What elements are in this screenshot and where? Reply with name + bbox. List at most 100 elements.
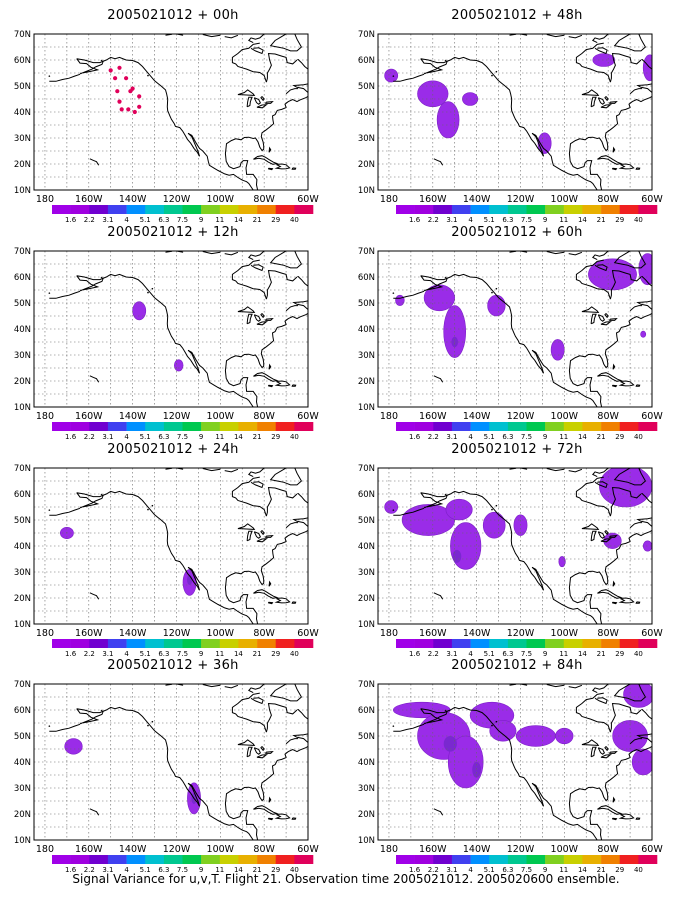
coastline <box>265 486 298 517</box>
colorbar-swatch <box>238 422 258 431</box>
lon-tick-label: 120W <box>507 628 535 639</box>
colorbar-label: 5.1 <box>140 650 151 658</box>
variance-blob <box>638 253 652 286</box>
colorbar-label: 9 <box>543 433 547 441</box>
island <box>268 384 274 388</box>
panel-title: 2005021012 + 24h <box>107 442 239 457</box>
coastline <box>269 468 303 486</box>
colorbar-label: 40 <box>634 650 643 658</box>
lon-tick-label: 120W <box>507 411 535 422</box>
colorbar-swatch <box>451 205 471 214</box>
lon-tick-label: 180 <box>36 194 54 205</box>
coastline <box>202 684 221 688</box>
coastline <box>433 808 444 816</box>
observation-dot <box>132 109 137 115</box>
colorbar-label: 11 <box>215 866 224 874</box>
great-lake <box>597 531 606 539</box>
colorbar-label: 1.6 <box>409 866 421 874</box>
colorbar-label: 4 <box>468 433 473 441</box>
lat-tick-label: 40N <box>14 758 31 768</box>
lon-tick-label: 80W <box>253 628 275 639</box>
colorbar-label: 7.5 <box>521 216 532 224</box>
lat-tick-label: 30N <box>358 351 375 361</box>
observation-dot <box>128 89 133 94</box>
observation-dot <box>117 65 122 70</box>
island <box>268 601 274 605</box>
colorbar-label: 29 <box>615 433 624 441</box>
coastline <box>609 702 642 733</box>
great-lake <box>246 96 253 108</box>
colorbar-label: 2.2 <box>428 650 439 658</box>
map-panel-24h: 2005021012 + 24h 180 160W 140W 120W 100W 80W 6… <box>8 442 338 658</box>
colorbar-swatch <box>107 205 127 214</box>
map-panel-84h: 2005021012 + 84h 180 160W 140W 120W 100W 80W 6… <box>352 658 682 874</box>
lat-tick-label: 40N <box>14 325 31 335</box>
colorbar-label: 9 <box>543 866 547 874</box>
colorbar-label: 40 <box>290 866 299 874</box>
island-dot <box>97 248 99 250</box>
lat-tick-label: 10N <box>14 186 31 196</box>
colorbar-label: 2.2 <box>84 866 95 874</box>
observation-points <box>108 65 142 115</box>
great-lake <box>253 314 262 322</box>
colorbar-swatch <box>545 639 564 648</box>
coastline <box>187 132 200 157</box>
colorbar-label: 5.1 <box>484 650 495 658</box>
coastline <box>531 566 544 591</box>
island <box>612 796 616 803</box>
coastline <box>187 349 254 407</box>
colorbar-label: 3.1 <box>102 433 113 441</box>
colorbar-label: 3.1 <box>446 866 457 874</box>
colorbar-swatch <box>126 855 146 864</box>
colorbar-swatch <box>396 422 415 431</box>
colorbar-swatch <box>163 205 183 214</box>
great-lake <box>260 313 265 319</box>
colorbar-label: 40 <box>290 433 299 441</box>
observation-dot <box>119 107 124 112</box>
lat-tick-label: 40N <box>358 758 375 768</box>
colorbar-swatch <box>275 422 295 431</box>
map-plot: 180 160W 140W 120W 100W 80W 60W 10N 20N 30N 40N 50N… <box>14 464 320 658</box>
coastline <box>89 808 100 816</box>
lat-tick-label: 30N <box>14 134 31 144</box>
colorbar-swatch <box>126 639 146 648</box>
island <box>597 589 623 599</box>
gridlines <box>34 684 308 840</box>
colorbar-swatch <box>470 855 490 864</box>
colorbar-swatch <box>396 855 415 864</box>
colorbar-swatch <box>145 855 165 864</box>
coastline <box>568 34 583 39</box>
coastline <box>79 72 83 75</box>
colorbar-label: 21 <box>597 216 606 224</box>
colorbar-label: 5.1 <box>140 866 151 874</box>
island <box>618 597 635 604</box>
colorbar-swatch <box>107 639 127 648</box>
colorbar-label: 21 <box>253 433 262 441</box>
coastline <box>636 709 652 743</box>
island-dot <box>147 291 149 294</box>
coastline <box>202 468 221 472</box>
colorbar-label: 5.1 <box>484 216 495 224</box>
island <box>310 732 324 744</box>
great-lake <box>237 306 256 313</box>
island-dot <box>48 292 51 294</box>
colorbar-swatch <box>563 205 583 214</box>
colorbar-label: 9 <box>199 866 203 874</box>
colorbar-swatch <box>182 639 202 648</box>
colorbar-swatch <box>601 205 620 214</box>
coastline <box>49 507 81 516</box>
great-lake <box>608 317 618 321</box>
coastline <box>76 58 104 74</box>
great-lake <box>264 317 274 321</box>
island <box>612 146 616 153</box>
coastline <box>613 34 647 52</box>
colorbar-swatch <box>145 639 165 648</box>
coastline <box>89 158 100 166</box>
colorbar-swatch <box>563 639 583 648</box>
observation-dot <box>124 76 129 81</box>
lat-tick-label: 40N <box>358 108 375 118</box>
island <box>635 384 641 387</box>
lon-tick-label: 80W <box>253 194 275 205</box>
plot-frame <box>33 467 309 625</box>
great-lake <box>608 750 618 754</box>
